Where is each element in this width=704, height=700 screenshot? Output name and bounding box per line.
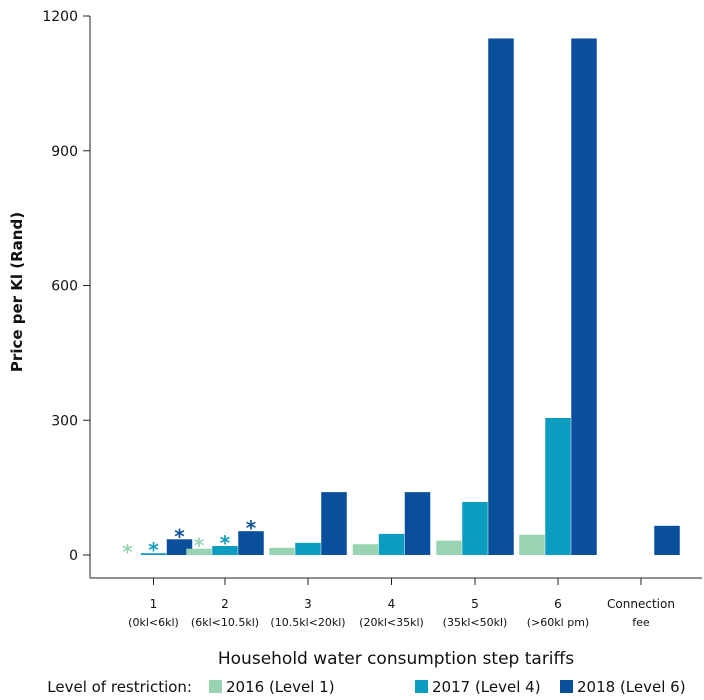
- y-tick-label: 0: [69, 548, 78, 564]
- bar: [238, 531, 264, 555]
- bar: [269, 547, 295, 555]
- x-tick-label: 3: [304, 597, 312, 611]
- x-tick-sublabel: fee: [632, 616, 650, 629]
- x-tick-sublabel: (35kl<50kl): [443, 616, 508, 629]
- bar: [436, 540, 462, 555]
- bar: [212, 546, 238, 555]
- plot-frame: [89, 16, 702, 579]
- bar: [519, 534, 545, 555]
- asterisk-marker: *: [174, 524, 185, 548]
- y-axis: 0 300 600 900 1200: [42, 9, 90, 564]
- legend-swatch: [209, 680, 222, 693]
- legend-title: Level of restriction:: [47, 678, 192, 696]
- asterisk-markers: * * * * * *: [122, 516, 257, 564]
- bar: [186, 548, 212, 555]
- asterisk-marker: *: [220, 531, 231, 555]
- x-axis: 1 (0kl<6kl) 2 (6kl<10.5kl) 3 (10.5kl<20kl) 4 (2…: [128, 578, 675, 629]
- legend: Level of restriction: 2016 (Level 1) 2017…: [47, 678, 685, 696]
- bar: [571, 38, 597, 556]
- x-tick-sublabel: (20kl<35kl): [359, 616, 424, 629]
- bar: [378, 533, 405, 555]
- bar: [140, 553, 167, 555]
- legend-swatch: [560, 680, 573, 693]
- bar: [462, 501, 488, 555]
- x-tick-sublabel: (0kl<6kl): [128, 616, 179, 629]
- bar: [321, 492, 347, 555]
- asterisk-marker: *: [194, 534, 205, 558]
- bar: [352, 544, 379, 555]
- bar: [488, 38, 514, 556]
- x-tick-label: 1: [150, 597, 158, 611]
- legend-label: 2016 (Level 1): [226, 678, 335, 696]
- y-tick-label: 600: [51, 279, 78, 295]
- x-tick-sublabel: (10.5kl<20kl): [270, 616, 345, 629]
- bar: [654, 525, 680, 555]
- y-tick-label: 1200: [42, 9, 78, 25]
- y-tick-label: 300: [51, 413, 78, 429]
- asterisk-marker: *: [122, 540, 133, 564]
- x-tick-sublabel: (6kl<10.5kl): [191, 616, 259, 629]
- legend-label: 2018 (Level 6): [577, 678, 686, 696]
- bars: [140, 38, 680, 556]
- x-tick-label: 5: [471, 597, 479, 611]
- y-axis-title: Price per Kl (Rand): [8, 212, 26, 372]
- x-tick-label: Connection: [607, 597, 675, 611]
- bar: [545, 418, 571, 555]
- x-axis-title: Household water consumption step tariffs: [218, 649, 574, 669]
- asterisk-marker: *: [246, 516, 257, 540]
- x-tick-label: 6: [554, 597, 562, 611]
- asterisk-marker: *: [148, 538, 159, 562]
- x-tick-label: 2: [221, 597, 229, 611]
- legend-label: 2017 (Level 4): [432, 678, 541, 696]
- bar: [295, 542, 321, 555]
- bar: [166, 539, 193, 555]
- x-tick-sublabel: (>60kl pm): [527, 616, 589, 629]
- x-tick-label: 4: [388, 597, 396, 611]
- bar: [404, 492, 431, 555]
- y-tick-label: 900: [51, 144, 78, 160]
- legend-swatch: [415, 680, 428, 693]
